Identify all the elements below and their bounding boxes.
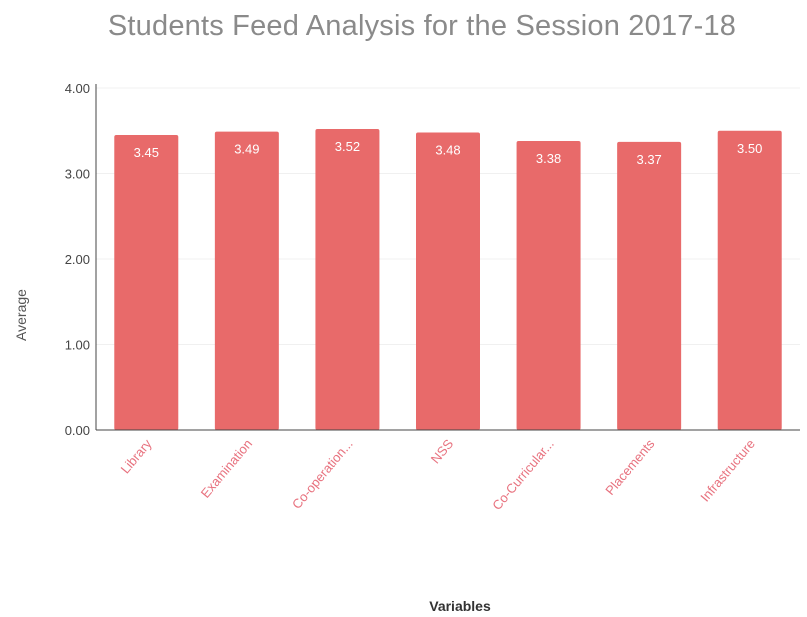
bar	[516, 141, 581, 430]
x-tick-label: Infrastructure	[697, 436, 758, 504]
bar	[717, 130, 782, 430]
data-labels: 3.45 3.49 3.52 3.48 3.38 3.37 3.50	[134, 139, 763, 167]
bar	[416, 132, 480, 430]
bar	[315, 129, 380, 431]
x-tick-label: Co-operation...	[289, 436, 356, 512]
x-tick-label: NSS	[428, 436, 457, 466]
y-tick-labels: 0.00 1.00 2.00 3.00 4.00	[65, 81, 90, 438]
bar	[214, 131, 279, 431]
y-tick-label: 2.00	[65, 252, 90, 267]
data-label: 3.37	[636, 152, 661, 167]
y-axis-label: Average	[13, 289, 29, 341]
x-tick-label: Placements	[602, 436, 657, 498]
bars	[114, 129, 782, 431]
data-label: 3.38	[536, 151, 561, 166]
x-tick-label: Co-Curricular...	[489, 436, 557, 513]
data-label: 3.52	[335, 139, 360, 154]
data-label: 3.45	[134, 145, 159, 160]
bar	[617, 141, 682, 431]
y-tick-label: 4.00	[65, 81, 90, 96]
y-tick-label: 3.00	[65, 167, 90, 182]
data-label: 3.49	[234, 142, 259, 157]
chart-title: Students Feed Analysis for the Session 2…	[107, 10, 737, 42]
category-labels: Library Examination Co-operation... NSS Co-C…	[118, 436, 758, 513]
bar	[114, 135, 179, 430]
y-tick-label: 0.00	[65, 423, 90, 438]
x-axis-label: Variables	[429, 598, 491, 614]
data-label: 3.50	[737, 141, 762, 156]
data-label: 3.48	[435, 142, 460, 157]
x-tick-label: Examination	[198, 436, 255, 500]
y-tick-label: 1.00	[65, 338, 90, 353]
x-tick-label: Library	[118, 436, 155, 476]
axes	[95, 84, 800, 431]
